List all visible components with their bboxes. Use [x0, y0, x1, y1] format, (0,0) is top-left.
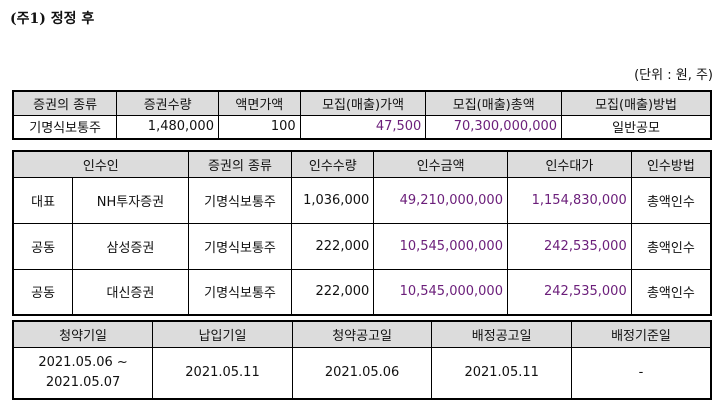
- header-cell: 배정공고일: [431, 320, 572, 348]
- cell-amount: 10,545,000,000: [373, 222, 508, 270]
- header-cell: 모집(매출)가액: [299, 90, 427, 116]
- table-header-row: 증권의 종류 증권수량 액면가액 모집(매출)가액 모집(매출)총액 모집(매출…: [12, 90, 712, 116]
- subscription-date-start: 2021.05.06 ~: [38, 354, 128, 370]
- cell-quantity: 222,000: [291, 268, 375, 316]
- header-cell: 모집(매출)방법: [561, 90, 712, 116]
- table-header-row: 청약기일 납입기일 청약공고일 배정공고일 배정기준일: [12, 320, 712, 348]
- cell-offer-method: 일반공모: [561, 114, 712, 140]
- cell-method: 총액인수: [630, 222, 712, 270]
- cell-amount: 49,210,000,000: [373, 176, 508, 224]
- cell-security-type: 기명식보통주: [187, 268, 293, 316]
- header-cell: 증권수량: [116, 90, 219, 116]
- header-cell: 인수금액: [373, 150, 508, 178]
- header-cell: 인수방법: [630, 150, 712, 178]
- cell-quantity: 222,000: [291, 222, 375, 270]
- cell-allotment-base-date: -: [570, 346, 712, 400]
- cell-offer-price: 47,500: [299, 114, 427, 140]
- schedule-table: 청약기일 납입기일 청약공고일 배정공고일 배정기준일 2021.05.06 ~…: [12, 320, 712, 400]
- cell-method: 총액인수: [630, 176, 712, 224]
- header-cell: 인수인: [12, 150, 189, 178]
- table-row: 공동 삼성증권 기명식보통주 222,000 10,545,000,000 24…: [12, 222, 712, 270]
- cell-offer-total: 70,300,000,000: [425, 114, 563, 140]
- header-cell: 증권의 종류: [12, 90, 118, 116]
- header-cell: 모집(매출)총액: [425, 90, 563, 116]
- cell-fee: 242,535,000: [506, 222, 632, 270]
- cell-role: 공동: [12, 268, 74, 316]
- cell-security-type: 기명식보통주: [187, 176, 293, 224]
- securities-table: 증권의 종류 증권수량 액면가액 모집(매출)가액 모집(매출)총액 모집(매출…: [12, 90, 712, 140]
- cell-amount: 10,545,000,000: [373, 268, 508, 316]
- table-row: 기명식보통주 1,480,000 100 47,500 70,300,000,0…: [12, 114, 712, 140]
- table-row: 대표 NH투자증권 기명식보통주 1,036,000 49,210,000,00…: [12, 176, 712, 224]
- cell-underwriter: 대신증권: [72, 268, 189, 316]
- cell-security-type: 기명식보통주: [12, 114, 118, 140]
- header-cell: 인수대가: [506, 150, 632, 178]
- cell-role: 공동: [12, 222, 74, 270]
- cell-allotment-notice-date: 2021.05.11: [431, 346, 572, 400]
- cell-payment-date: 2021.05.11: [152, 346, 293, 400]
- cell-quantity: 1,036,000: [291, 176, 375, 224]
- header-cell: 인수수량: [291, 150, 375, 178]
- header-cell: 청약공고일: [291, 320, 433, 348]
- header-cell: 액면가액: [217, 90, 301, 116]
- cell-quantity: 1,480,000: [116, 114, 219, 140]
- subscription-date-end: 2021.05.07: [45, 374, 121, 390]
- cell-fee: 242,535,000: [506, 268, 632, 316]
- cell-method: 총액인수: [630, 268, 712, 316]
- cell-subscription-date: 2021.05.06 ~ 2021.05.07: [12, 346, 154, 400]
- unit-label: (단위 : 원, 주): [634, 68, 713, 83]
- table-header-row: 인수인 증권의 종류 인수수량 인수금액 인수대가 인수방법: [12, 150, 712, 178]
- cell-underwriter: 삼성증권: [72, 222, 189, 270]
- cell-role: 대표: [12, 176, 74, 224]
- page-title: (주1) 정정 후: [10, 11, 95, 27]
- underwriters-table: 인수인 증권의 종류 인수수량 인수금액 인수대가 인수방법 대표 NH투자증권…: [12, 150, 712, 316]
- cell-underwriter: NH투자증권: [72, 176, 189, 224]
- cell-subscription-notice-date: 2021.05.06: [291, 346, 433, 400]
- cell-par-value: 100: [217, 114, 301, 140]
- table-row: 2021.05.06 ~ 2021.05.07 2021.05.11 2021.…: [12, 346, 712, 400]
- header-cell: 납입기일: [152, 320, 293, 348]
- header-cell: 청약기일: [12, 320, 154, 348]
- header-cell: 배정기준일: [570, 320, 712, 348]
- header-cell: 증권의 종류: [187, 150, 293, 178]
- cell-security-type: 기명식보통주: [187, 222, 293, 270]
- table-row: 공동 대신증권 기명식보통주 222,000 10,545,000,000 24…: [12, 268, 712, 316]
- cell-fee: 1,154,830,000: [506, 176, 632, 224]
